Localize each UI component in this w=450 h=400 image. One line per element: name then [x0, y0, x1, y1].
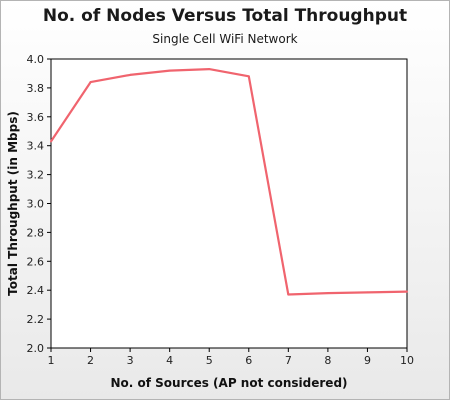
x-tick-label: 5	[206, 354, 213, 367]
y-tick-label: 3.6	[27, 111, 45, 124]
y-tick-label: 3.0	[27, 198, 45, 211]
series-line	[50, 67, 408, 296]
x-tick-label: 8	[324, 354, 331, 367]
x-tick-label: 9	[364, 354, 371, 367]
data-point	[366, 291, 369, 294]
x-axis-label: No. of Sources (AP not considered)	[110, 376, 347, 390]
chart-subtitle: Single Cell WiFi Network	[152, 32, 298, 46]
series-layer	[50, 67, 408, 296]
x-tick-label: 6	[245, 354, 252, 367]
y-tick-label: 3.2	[27, 169, 45, 182]
x-tick-label: 3	[127, 354, 134, 367]
data-point	[406, 290, 408, 293]
data-point	[287, 293, 290, 296]
x-tick-label: 7	[285, 354, 292, 367]
y-axis-ticks: 2.0 2.2 2.4 2.6 2.8 3.0 3.2 3.4 3.6 3.8 4.0	[27, 53, 51, 355]
y-tick-label: 2.0	[27, 342, 45, 355]
y-tick-label: 2.6	[27, 255, 45, 268]
y-tick-label: 3.8	[27, 82, 45, 95]
x-tick-label: 10	[400, 354, 414, 367]
y-tick-label: 2.4	[27, 284, 45, 297]
data-point	[50, 140, 52, 143]
data-point	[89, 81, 92, 84]
x-tick-label: 2	[87, 354, 94, 367]
data-point	[247, 75, 250, 78]
data-point	[208, 68, 211, 71]
y-tick-label: 2.8	[27, 226, 45, 239]
y-tick-label: 2.2	[27, 313, 45, 326]
x-axis-ticks: 1 2 3 4 5 6 7 8 9 10	[48, 348, 414, 367]
y-tick-label: 3.4	[27, 140, 45, 153]
chart-title: No. of Nodes Versus Total Throughput	[42, 6, 408, 26]
data-point	[168, 69, 171, 72]
plot-area	[50, 58, 408, 349]
y-tick-label: 4.0	[27, 53, 45, 66]
x-tick-label: 4	[166, 354, 173, 367]
data-point	[326, 292, 329, 295]
data-point	[129, 73, 132, 76]
y-axis-label: Total Throughput (in Mbps)	[6, 111, 20, 296]
x-tick-label: 1	[48, 354, 55, 367]
